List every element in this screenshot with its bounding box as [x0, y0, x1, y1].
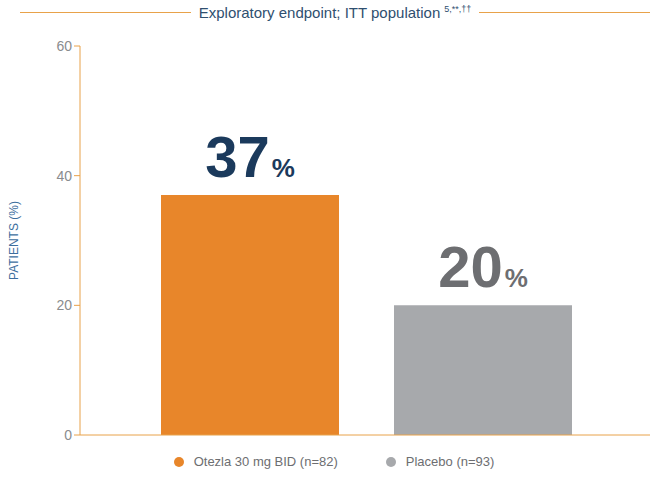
svg-text:60: 60: [56, 38, 72, 54]
svg-text:40: 40: [56, 168, 72, 184]
html-text:Placebo (n=93): Placebo (n=93): [405, 454, 495, 469]
svg-text:20: 20: [56, 297, 72, 313]
html-text:Otezla 30 mg BID (n=82): Otezla 30 mg BID (n=82): [193, 454, 338, 469]
svg-text:37%: 37%: [205, 124, 295, 189]
svg-text:20%: 20%: [438, 234, 528, 299]
svg-text:0: 0: [64, 427, 72, 443]
html-text:Exploratory endpoint; ITT popu: Exploratory endpoint; ITT population 5,*…: [198, 4, 472, 21]
svg-text:PATIENTS (%): PATIENTS (%): [8, 201, 21, 280]
